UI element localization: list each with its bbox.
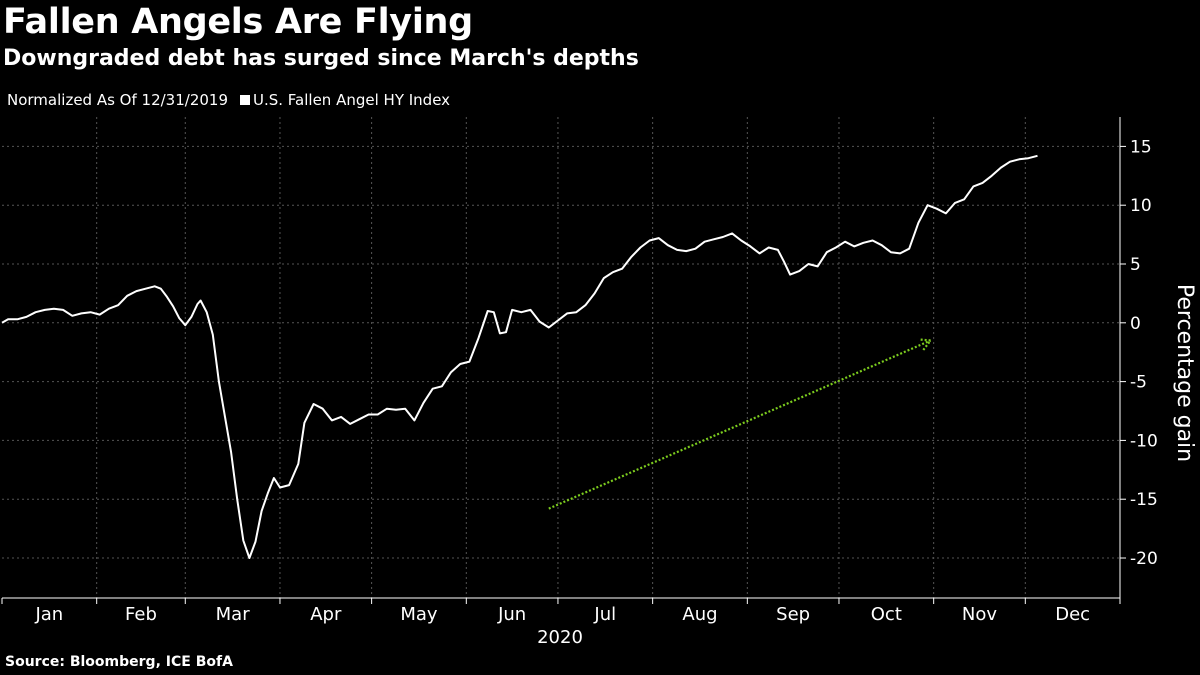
x-tick-label: Sep [776,604,810,625]
x-tick-label: Apr [310,604,342,625]
source-note: Source: Bloomberg, ICE BofA [5,654,233,670]
chart-title: Fallen Angels Are Flying [3,2,473,42]
series-line [1,154,1038,559]
x-tick-label: Jul [593,604,616,625]
y-axis: 15 10 5 0 -5 -10 -15 -20 [1120,137,1158,569]
y-tick-label: 0 [1130,314,1141,334]
x-tick-label: Jan [34,604,63,625]
x-tick-label: Dec [1055,604,1090,625]
x-tick-label: May [400,604,438,625]
y-tick-label: 15 [1130,137,1152,157]
x-tick-label: Jun [497,604,526,625]
x-tick-label: Mar [216,604,251,625]
x-tick-label: Oct [871,604,902,625]
annotation-arrow-shaft [548,339,932,510]
y-tick-label: -5 [1130,373,1147,393]
legend-swatch [240,95,250,105]
grid [2,117,1120,598]
y-tick-label: -15 [1130,490,1158,510]
y-tick-label: 5 [1130,255,1141,275]
legend: Normalized As Of 12/31/2019 U.S. Fallen A… [7,91,450,109]
x-tick-label: Aug [682,604,717,625]
chart-subtitle: Downgraded debt has surged since March's… [3,46,639,71]
y-tick-label: -20 [1130,549,1158,569]
y-tick-label: -10 [1130,431,1158,451]
legend-series-name: U.S. Fallen Angel HY Index [253,91,451,109]
y-axis-label: Percentage gain [1172,284,1197,462]
x-tick-label: Feb [125,604,157,625]
annotation [548,338,933,510]
x-axis: Jan Feb Mar Apr May Jun Jul Aug Sep Oct Nov Dec [1,598,1121,625]
x-tick-label: Nov [962,604,997,625]
legend-note: Normalized As Of 12/31/2019 [7,91,228,109]
series-layer [1,154,1038,559]
y-tick-label: 10 [1130,196,1152,216]
plot-frame [2,117,1121,599]
x-axis-year-label: 2020 [537,627,583,648]
annotation-arrow-head [918,338,933,351]
